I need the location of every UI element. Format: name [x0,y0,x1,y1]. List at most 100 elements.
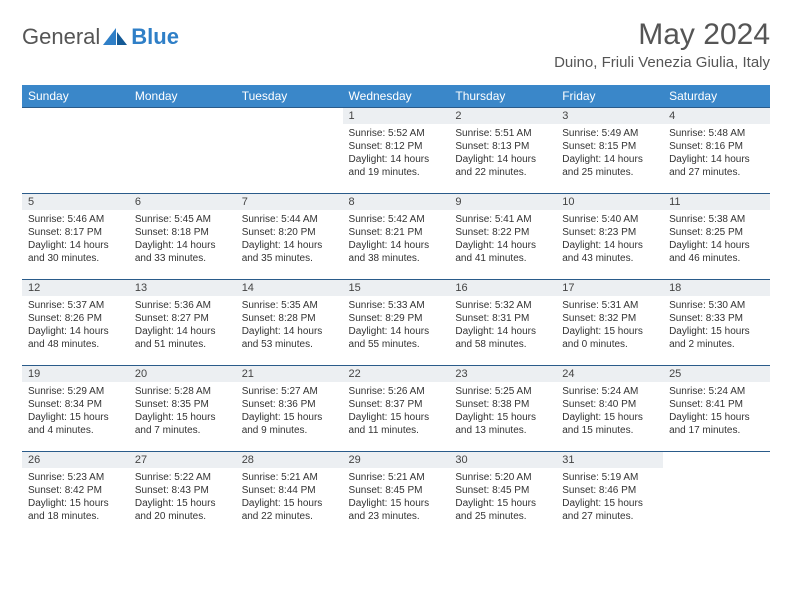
calendar-page: General Blue May 2024 Duino, Friuli Vene… [0,0,792,556]
calendar-week-row: 19Sunrise: 5:29 AMSunset: 8:34 PMDayligh… [22,366,770,452]
daylight-text: Daylight: 14 hours and 27 minutes. [669,153,764,179]
day-details: Sunrise: 5:48 AMSunset: 8:16 PMDaylight:… [663,124,770,183]
day-details: Sunrise: 5:46 AMSunset: 8:17 PMDaylight:… [22,210,129,269]
calendar-week-row: 1Sunrise: 5:52 AMSunset: 8:12 PMDaylight… [22,108,770,194]
day-number: 17 [556,280,663,296]
sunset-text: Sunset: 8:16 PM [669,140,764,153]
sunrise-text: Sunrise: 5:19 AM [562,471,657,484]
sunrise-text: Sunrise: 5:28 AM [135,385,230,398]
weekday-header: Wednesday [343,85,450,108]
daylight-text: Daylight: 14 hours and 33 minutes. [135,239,230,265]
sunrise-text: Sunrise: 5:33 AM [349,299,444,312]
sunset-text: Sunset: 8:26 PM [28,312,123,325]
calendar-week-row: 12 Sunrise: 5:37 AMSunset: 8:26 PM Dayligh… [22,280,770,366]
sunset-text: Sunset: 8:32 PM [562,312,657,325]
day-number: 10 [556,194,663,210]
sunrise-text: Sunrise: 5:42 AM [349,213,444,226]
sunrise-text: Sunrise: 5:37 AM [28,299,123,312]
sunrise-text: Sunrise: 5:24 AM [562,385,657,398]
sunrise-text: Sunrise: 5:48 AM [669,127,764,140]
weekday-header: Tuesday [236,85,343,108]
calendar-day-cell: 27Sunrise: 5:22 AMSunset: 8:43 PMDayligh… [129,452,236,538]
day-details: Sunrise: 5:23 AMSunset: 8:42 PMDaylight:… [22,468,129,527]
daylight-text: Daylight: 14 hours and 58 minutes. [455,325,550,351]
daylight-text: Daylight: 15 hours and 11 minutes. [349,411,444,437]
day-details: Sunrise: 5:44 AMSunset: 8:20 PMDaylight:… [236,210,343,269]
day-details: Sunrise: 5:30 AMSunset: 8:33 PMDaylight:… [663,296,770,355]
daylight-text: Daylight: 15 hours and 4 minutes. [28,411,123,437]
daylight-text: Daylight: 15 hours and 0 minutes. [562,325,657,351]
day-details: Sunrise: 5:51 AMSunset: 8:13 PMDaylight:… [449,124,556,183]
sunset-text: Sunset: 8:31 PM [455,312,550,325]
day-details: Sunrise: 5:19 AMSunset: 8:46 PMDaylight:… [556,468,663,527]
daylight-text: Daylight: 14 hours and 25 minutes. [562,153,657,179]
daylight-text: Daylight: 14 hours and 55 minutes. [349,325,444,351]
calendar-day-cell: 6Sunrise: 5:45 AMSunset: 8:18 PMDaylight… [129,194,236,280]
calendar-day-cell: 4Sunrise: 5:48 AMSunset: 8:16 PMDaylight… [663,108,770,194]
day-number: 9 [449,194,556,210]
sunset-text: Sunset: 8:34 PM [28,398,123,411]
sunrise-text: Sunrise: 5:44 AM [242,213,337,226]
weekday-header: Friday [556,85,663,108]
calendar-day-cell: 20Sunrise: 5:28 AMSunset: 8:35 PMDayligh… [129,366,236,452]
daylight-text: Daylight: 15 hours and 9 minutes. [242,411,337,437]
day-details: Sunrise: 5:36 AMSunset: 8:27 PMDaylight:… [129,296,236,355]
calendar-day-cell: 25Sunrise: 5:24 AMSunset: 8:41 PMDayligh… [663,366,770,452]
day-details: Sunrise: 5:28 AMSunset: 8:35 PMDaylight:… [129,382,236,441]
sunset-text: Sunset: 8:45 PM [455,484,550,497]
sunrise-text: Sunrise: 5:25 AM [455,385,550,398]
sunset-text: Sunset: 8:13 PM [455,140,550,153]
daylight-text: Daylight: 15 hours and 25 minutes. [455,497,550,523]
sunrise-text: Sunrise: 5:21 AM [242,471,337,484]
calendar-day-cell: 15Sunrise: 5:33 AMSunset: 8:29 PMDayligh… [343,280,450,366]
calendar-day-cell [663,452,770,538]
daylight-text: Daylight: 15 hours and 17 minutes. [669,411,764,437]
calendar-day-cell: 1Sunrise: 5:52 AMSunset: 8:12 PMDaylight… [343,108,450,194]
sunrise-text: Sunrise: 5:31 AM [562,299,657,312]
day-details: Sunrise: 5:26 AMSunset: 8:37 PMDaylight:… [343,382,450,441]
sunset-text: Sunset: 8:36 PM [242,398,337,411]
sunset-text: Sunset: 8:33 PM [669,312,764,325]
sunset-text: Sunset: 8:23 PM [562,226,657,239]
sunset-text: Sunset: 8:25 PM [669,226,764,239]
daylight-text: Daylight: 15 hours and 7 minutes. [135,411,230,437]
logo: General Blue [22,18,179,50]
sunset-text: Sunset: 8:42 PM [28,484,123,497]
calendar-day-cell [236,108,343,194]
sunrise-text: Sunrise: 5:22 AM [135,471,230,484]
sunset-text: Sunset: 8:41 PM [669,398,764,411]
calendar-day-cell [22,108,129,194]
sunset-text: Sunset: 8:27 PM [135,312,230,325]
sunrise-text: Sunrise: 5:26 AM [349,385,444,398]
day-number: 3 [556,108,663,124]
daylight-text: Daylight: 15 hours and 20 minutes. [135,497,230,523]
day-details: Sunrise: 5:35 AMSunset: 8:28 PMDaylight:… [236,296,343,355]
day-details: Sunrise: 5:38 AMSunset: 8:25 PMDaylight:… [663,210,770,269]
daylight-text: Daylight: 15 hours and 27 minutes. [562,497,657,523]
sunset-text: Sunset: 8:21 PM [349,226,444,239]
logo-sail-icon [103,28,129,46]
day-number: 24 [556,366,663,382]
daylight-text: Daylight: 15 hours and 13 minutes. [455,411,550,437]
daylight-text: Daylight: 14 hours and 19 minutes. [349,153,444,179]
day-number: 12 [22,280,129,296]
day-details: Sunrise: 5:29 AMSunset: 8:34 PMDaylight:… [22,382,129,441]
sunrise-text: Sunrise: 5:20 AM [455,471,550,484]
sunset-text: Sunset: 8:20 PM [242,226,337,239]
calendar-day-cell: 31Sunrise: 5:19 AMSunset: 8:46 PMDayligh… [556,452,663,538]
calendar-day-cell: 8Sunrise: 5:42 AMSunset: 8:21 PMDaylight… [343,194,450,280]
day-number: 11 [663,194,770,210]
daylight-text: Daylight: 14 hours and 43 minutes. [562,239,657,265]
day-details: Sunrise: 5:27 AMSunset: 8:36 PMDaylight:… [236,382,343,441]
daylight-text: Daylight: 14 hours and 30 minutes. [28,239,123,265]
calendar-day-cell: 10Sunrise: 5:40 AMSunset: 8:23 PMDayligh… [556,194,663,280]
daylight-text: Daylight: 15 hours and 15 minutes. [562,411,657,437]
sunset-text: Sunset: 8:45 PM [349,484,444,497]
sunset-text: Sunset: 8:29 PM [349,312,444,325]
sunrise-text: Sunrise: 5:41 AM [455,213,550,226]
calendar-day-cell: 21Sunrise: 5:27 AMSunset: 8:36 PMDayligh… [236,366,343,452]
sunrise-text: Sunrise: 5:29 AM [28,385,123,398]
day-number: 20 [129,366,236,382]
daylight-text: Daylight: 14 hours and 51 minutes. [135,325,230,351]
day-number: 27 [129,452,236,468]
